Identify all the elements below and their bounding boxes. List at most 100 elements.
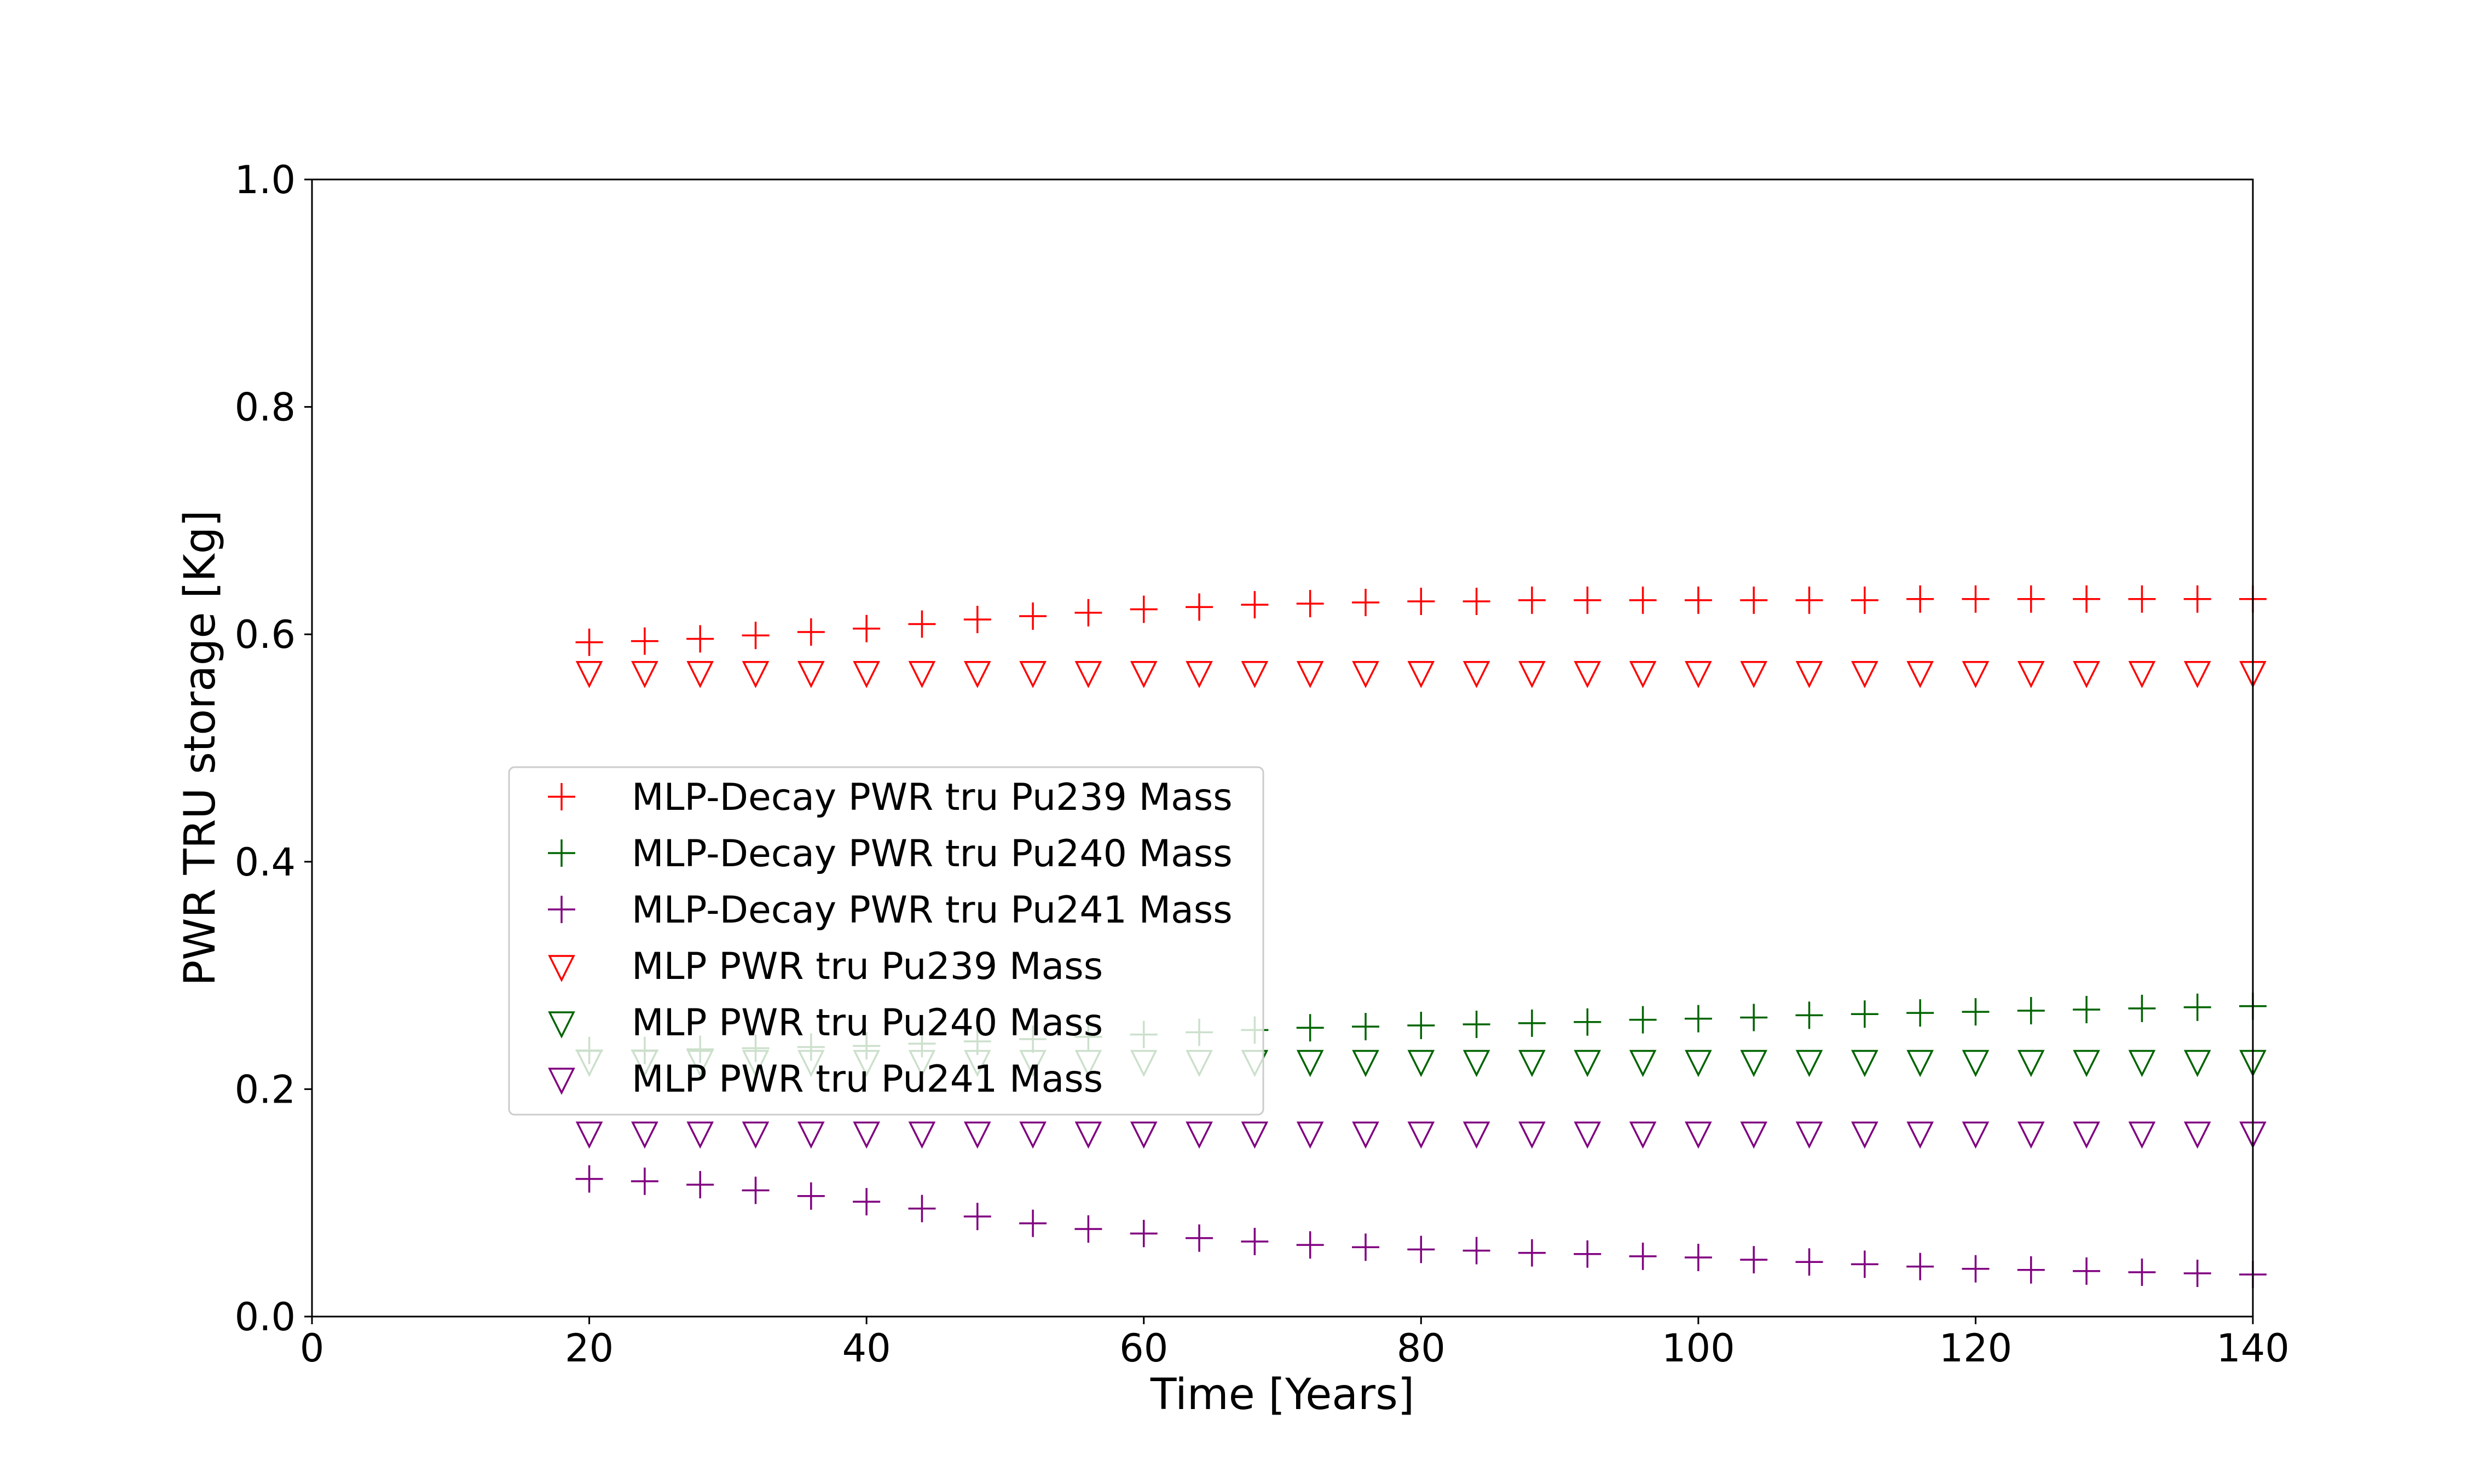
data-point — [1795, 1248, 1823, 1276]
x-tick-label: 40 — [842, 1326, 891, 1371]
data-point — [1795, 661, 1823, 688]
data-point — [1186, 1224, 1213, 1252]
data-point — [1074, 1215, 1102, 1243]
data-point — [742, 1121, 770, 1149]
legend-marker — [548, 839, 575, 867]
series-mlp-decay-pwr-tru-pu239-mass — [575, 585, 2267, 656]
data-point — [1352, 1050, 1379, 1077]
y-tick-label: 0.6 — [235, 612, 296, 657]
data-point — [1407, 1121, 1435, 1149]
data-point — [1407, 1050, 1435, 1077]
data-point — [1296, 590, 1324, 618]
data-point — [631, 627, 658, 655]
data-point — [963, 1203, 991, 1231]
data-point — [2128, 1050, 2156, 1077]
data-point — [2128, 1121, 2156, 1149]
data-point — [2073, 1257, 2101, 1285]
y-axis: 0.0 0.2 0.4 0.6 0.8 1.0 — [235, 158, 312, 1340]
data-point — [1130, 1220, 1158, 1248]
y-tick-label: 1.0 — [235, 158, 296, 202]
data-point — [853, 615, 881, 642]
data-point — [1241, 661, 1269, 688]
data-point — [1130, 1121, 1158, 1149]
legend-item: MLP PWR tru Pu239 Mass — [548, 945, 1103, 988]
data-point — [575, 1165, 603, 1193]
data-point — [1795, 1121, 1823, 1149]
data-point — [1352, 661, 1379, 688]
y-axis-label: PWR TRU storage [Kg] — [176, 510, 225, 986]
legend-label: MLP PWR tru Pu240 Mass — [632, 1001, 1103, 1045]
legend-item: MLP-Decay PWR tru Pu240 Mass — [548, 832, 1233, 876]
data-point — [2017, 997, 2045, 1025]
data-point — [1574, 1240, 1602, 1268]
data-point — [575, 628, 603, 656]
data-point — [1241, 1227, 1269, 1255]
data-point — [1296, 1121, 1324, 1149]
legend-marker — [548, 955, 575, 982]
data-point — [1851, 1000, 1878, 1028]
legend-item: MLP PWR tru Pu241 Mass — [548, 1058, 1103, 1101]
data-point — [686, 1121, 714, 1149]
data-point — [797, 661, 825, 688]
data-point — [963, 606, 991, 634]
data-point — [1574, 1008, 1602, 1036]
x-tick-label: 120 — [1939, 1326, 2013, 1371]
data-point — [2017, 585, 2045, 613]
data-point — [1629, 586, 1657, 614]
data-point — [2017, 1256, 2045, 1284]
x-tick-label: 140 — [2216, 1326, 2290, 1371]
data-point — [1851, 1121, 1878, 1149]
data-point — [908, 610, 936, 638]
data-point — [1518, 1009, 1546, 1037]
data-point — [1352, 1121, 1379, 1149]
data-point — [2183, 585, 2211, 613]
data-point — [1740, 586, 1768, 614]
y-tick-label: 0.8 — [235, 385, 296, 430]
data-point — [1351, 1013, 1379, 1041]
data-point — [2128, 585, 2156, 613]
data-point — [908, 1195, 936, 1222]
data-point — [1740, 661, 1768, 688]
data-point — [2183, 1121, 2211, 1149]
data-point — [1296, 1014, 1324, 1042]
x-tick-label: 100 — [1662, 1326, 1735, 1371]
data-point — [1296, 661, 1324, 688]
data-point — [1351, 589, 1379, 617]
legend-marker — [548, 1068, 575, 1095]
data-point — [1130, 661, 1158, 688]
data-point — [1463, 661, 1490, 688]
data-point — [1906, 999, 1934, 1027]
data-point — [1629, 1006, 1657, 1034]
data-point — [2073, 661, 2100, 688]
data-point — [1962, 1121, 1990, 1149]
data-point — [1019, 602, 1047, 630]
data-point — [2183, 1260, 2211, 1288]
data-point — [575, 661, 603, 688]
data-point — [1019, 1209, 1047, 1237]
data-point — [2073, 1050, 2100, 1077]
data-point — [1962, 585, 1990, 613]
data-point — [1186, 661, 1213, 688]
x-tick-label: 80 — [1397, 1326, 1446, 1371]
legend-item: MLP PWR tru Pu240 Mass — [548, 1001, 1103, 1045]
data-point — [1851, 661, 1878, 688]
data-point — [1130, 595, 1158, 623]
data-point — [2128, 1258, 2156, 1286]
data-point — [1685, 661, 1712, 688]
legend-marker — [548, 1011, 575, 1039]
legend-marker — [548, 783, 575, 810]
data-point — [1906, 1121, 1934, 1149]
data-point — [1407, 1012, 1435, 1040]
x-tick-label: 0 — [300, 1326, 325, 1371]
data-point — [1574, 586, 1602, 614]
x-tick-label: 60 — [1119, 1326, 1168, 1371]
data-point — [1629, 1121, 1657, 1149]
data-point — [1740, 1121, 1768, 1149]
data-point — [1906, 585, 1934, 613]
data-point — [1241, 1121, 1269, 1149]
data-point — [1574, 1121, 1602, 1149]
data-point — [1684, 1005, 1712, 1033]
data-point — [1074, 661, 1102, 688]
data-point — [797, 618, 825, 646]
